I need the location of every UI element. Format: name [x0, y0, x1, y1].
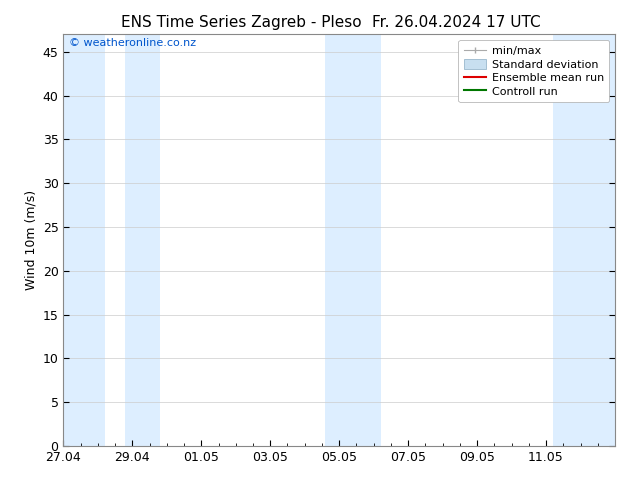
Bar — [325, 34, 380, 446]
Bar — [553, 34, 615, 446]
Bar — [63, 34, 105, 446]
Text: © weatheronline.co.nz: © weatheronline.co.nz — [69, 38, 196, 49]
Text: Fr. 26.04.2024 17 UTC: Fr. 26.04.2024 17 UTC — [372, 15, 541, 30]
Legend: min/max, Standard deviation, Ensemble mean run, Controll run: min/max, Standard deviation, Ensemble me… — [458, 40, 609, 102]
Bar — [126, 34, 160, 446]
Text: ENS Time Series Zagreb - Pleso: ENS Time Series Zagreb - Pleso — [120, 15, 361, 30]
Y-axis label: Wind 10m (m/s): Wind 10m (m/s) — [24, 190, 37, 290]
